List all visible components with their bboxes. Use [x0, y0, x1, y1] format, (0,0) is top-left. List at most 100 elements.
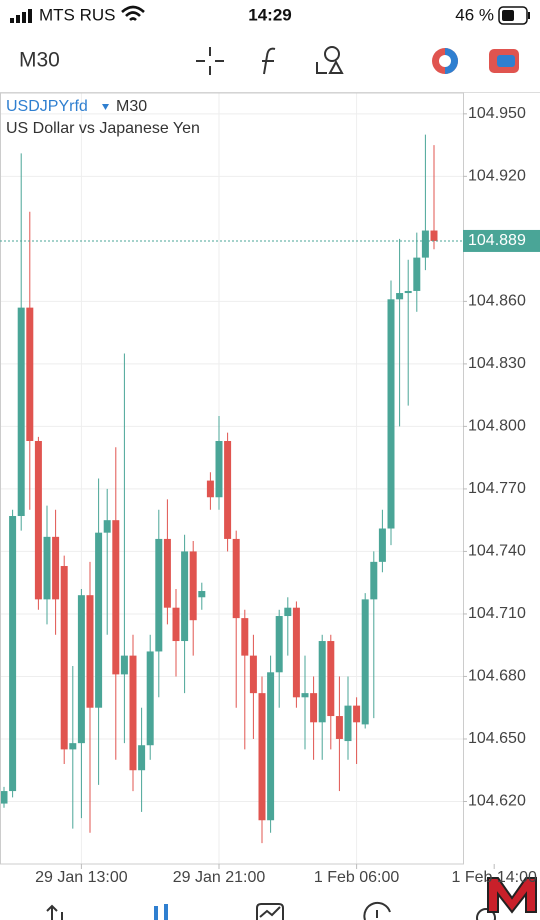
status-bar: MTS RUS 14:29 46 %: [10, 5, 530, 25]
x-tick-label: 1 Feb 14:00: [451, 869, 537, 886]
chart-timeframe: M30: [116, 98, 147, 115]
symbol[interactable]: USDJPYrfd: [6, 98, 88, 115]
candle-body: [249, 655, 257, 694]
y-tick-label: 104.770: [468, 480, 526, 497]
x-tick-label: 1 Feb 06:00: [314, 869, 400, 886]
candle-body: [241, 618, 249, 656]
candle-body: [267, 672, 275, 821]
candle-body: [112, 520, 120, 675]
candle-body: [430, 230, 438, 241]
battery-level: 46 %: [455, 5, 494, 24]
x-tick-label: 29 Jan 21:00: [173, 869, 266, 886]
candle-body: [361, 599, 369, 725]
candle-body: [77, 595, 85, 744]
candle-body: [181, 551, 189, 642]
carrier: MTS RUS: [39, 5, 116, 24]
candle-body: [387, 299, 395, 529]
battery-fill: [502, 10, 514, 21]
candle-body: [0, 791, 8, 804]
candle-body: [17, 307, 25, 517]
candle-body: [310, 693, 318, 723]
battery-icon: [498, 6, 528, 25]
y-tick-label: 104.740: [468, 543, 526, 560]
candle-body: [413, 257, 421, 291]
candle-body: [284, 607, 292, 617]
candle-body: [69, 743, 77, 750]
y-tick-label: 104.830: [468, 355, 526, 372]
trade-button[interactable]: [432, 48, 458, 74]
signal-bar: [22, 12, 26, 23]
x-tick-label: 29 Jan 13:00: [35, 869, 128, 886]
trade-tab[interactable]: [256, 903, 284, 920]
candle-body: [335, 716, 343, 739]
chart: [0, 93, 463, 864]
candle-body: [103, 520, 111, 533]
candle-body: [60, 566, 68, 750]
candle-body: [95, 532, 103, 708]
wifi-icon: [121, 5, 145, 21]
candle-body: [275, 616, 283, 673]
candle-body: [353, 705, 361, 723]
quotes-tab[interactable]: [46, 904, 63, 920]
candle-body: [327, 641, 335, 717]
signal-bar: [28, 9, 32, 23]
clock: 14:29: [248, 5, 291, 24]
candle-body: [129, 655, 137, 771]
candle-body: [378, 528, 386, 562]
y-tick-label: 104.950: [468, 105, 526, 122]
candle-body: [189, 551, 197, 621]
symbol-dropdown[interactable]: [102, 104, 109, 110]
candle-body: [34, 440, 42, 600]
candle-body: [318, 641, 326, 723]
settings-tab[interactable]: [476, 908, 496, 920]
last-price-tag: [463, 229, 540, 252]
candle-body: [120, 655, 128, 675]
y-tick-label: 104.800: [468, 418, 526, 435]
battery-tip: [528, 12, 530, 19]
chart-tab[interactable]: [154, 904, 168, 920]
symbol-description: US Dollar vs Japanese Yen: [6, 120, 200, 137]
objects-button[interactable]: [316, 46, 344, 74]
plot-frame: [0, 92, 464, 865]
signal-bar: [16, 15, 20, 23]
candle-body: [9, 516, 17, 792]
candle-body: [198, 591, 206, 598]
history-tab[interactable]: [363, 901, 391, 920]
y-tick-label: 104.620: [468, 793, 526, 810]
last-price-label: 104.889: [468, 232, 526, 249]
candle-body: [43, 536, 51, 600]
candle-body: [155, 538, 163, 652]
candle-body: [232, 538, 240, 619]
candle-body: [396, 293, 404, 300]
crosshair-button[interactable]: [196, 47, 224, 75]
y-tick-label: 104.710: [468, 605, 526, 622]
candle-body: [52, 536, 60, 600]
y-tick-label: 104.680: [468, 668, 526, 685]
candle-body: [26, 307, 34, 441]
candle-body: [224, 440, 232, 539]
candle-body: [215, 440, 223, 498]
candle-body: [163, 538, 171, 608]
candle-body: [86, 595, 94, 708]
timeframe-button[interactable]: M30: [19, 49, 60, 72]
candle-body: [404, 290, 412, 294]
candle-body: [421, 230, 429, 258]
candle-body: [172, 607, 180, 642]
candle-body: [292, 607, 300, 698]
y-tick-label: 104.920: [468, 168, 526, 185]
watermark-logo: [487, 877, 537, 914]
candle-body: [138, 745, 146, 771]
account-button[interactable]: [489, 49, 519, 73]
bottom-nav: [46, 901, 496, 920]
candle-body: [370, 561, 378, 600]
y-tick-label: 104.650: [468, 730, 526, 747]
signal-bar: [10, 18, 14, 23]
candle-body: [258, 693, 266, 821]
indicators-button[interactable]: [262, 47, 276, 75]
candle-body: [146, 651, 154, 746]
y-tick-label: 104.860: [468, 293, 526, 310]
candle-body: [301, 693, 309, 698]
candle-body: [206, 480, 214, 498]
